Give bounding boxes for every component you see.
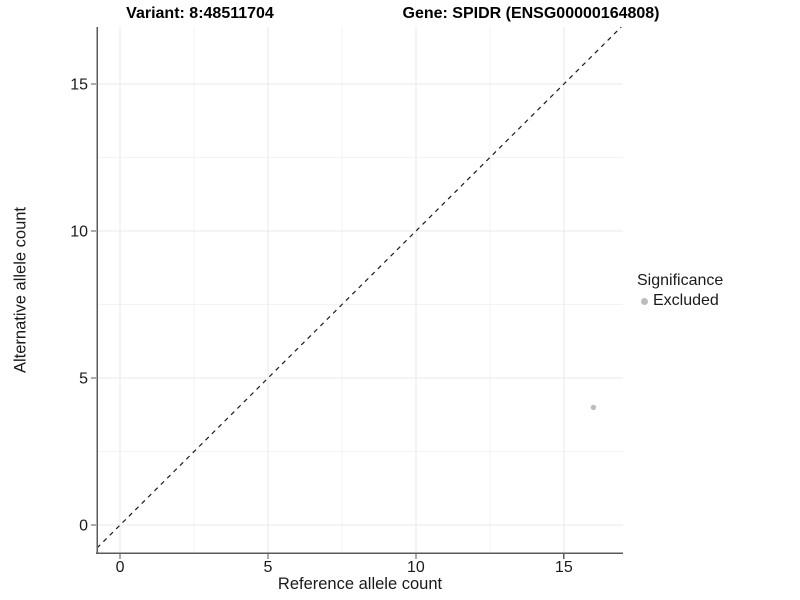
gene-title: Gene: SPIDR (ENSG00000164808) [402, 5, 660, 22]
legend-title: Significance [637, 272, 724, 289]
y-tick-label: 5 [79, 371, 88, 388]
legend: Significance Excluded [637, 271, 723, 310]
x-axis-title: Reference allele count [277, 575, 443, 593]
legend-item-excluded: Excluded [637, 292, 723, 310]
y-axis-title: Alternative allele count [11, 206, 30, 374]
x-tick-label: 10 [407, 559, 425, 576]
identity-line [96, 26, 622, 549]
excluded-point-icon [641, 297, 648, 305]
y-tick-label: 0 [79, 518, 88, 535]
variant-title: Variant: 8:48511704 [126, 5, 274, 22]
x-tick-label: 15 [555, 559, 573, 576]
x-tick-label: 5 [264, 559, 273, 576]
y-tick-label: 15 [70, 77, 88, 94]
legend-item-label: Excluded [653, 292, 719, 309]
data-point [590, 404, 597, 411]
y-tick-label: 10 [70, 224, 88, 241]
x-tick-label: 0 [116, 559, 125, 576]
